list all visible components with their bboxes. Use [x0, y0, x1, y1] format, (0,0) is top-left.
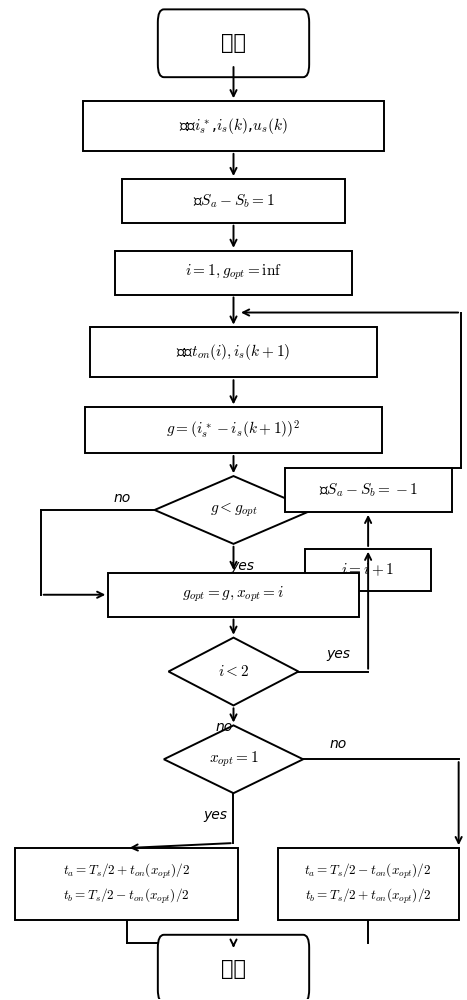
Bar — [277, 848, 459, 920]
Text: 令$S_a-S_b=1$: 令$S_a-S_b=1$ — [192, 192, 275, 210]
Text: $g<g_{opt}$: $g<g_{opt}$ — [210, 501, 257, 519]
Text: no: no — [329, 737, 347, 751]
Text: yes: yes — [231, 559, 255, 573]
FancyBboxPatch shape — [158, 9, 309, 77]
Polygon shape — [155, 476, 312, 544]
Text: yes: yes — [326, 647, 350, 661]
Polygon shape — [169, 638, 298, 705]
FancyBboxPatch shape — [158, 935, 309, 1000]
Bar — [305, 549, 431, 591]
Text: $i<2$: $i<2$ — [218, 664, 249, 679]
Text: $t_a=T_s/2+t_{on}(x_{opt})/2$
$t_b=T_s/2-t_{on}(x_{opt})/2$: $t_a=T_s/2+t_{on}(x_{opt})/2$ $t_b=T_s/2… — [63, 862, 191, 906]
Text: 计算$t_{on}(i),i_s(k+1)$: 计算$t_{on}(i),i_s(k+1)$ — [177, 342, 290, 362]
Text: no: no — [113, 491, 131, 505]
Bar — [85, 407, 382, 453]
Text: 结束: 结束 — [221, 959, 246, 979]
Text: $g_{opt}=g,x_{opt}=i$: $g_{opt}=g,x_{opt}=i$ — [183, 585, 284, 604]
Text: $g=\left(i_s^*-i_s(k+1)\right)^2$: $g=\left(i_s^*-i_s(k+1)\right)^2$ — [166, 419, 301, 441]
Text: $i=1,g_{opt}=\mathrm{inf}$: $i=1,g_{opt}=\mathrm{inf}$ — [185, 263, 282, 282]
Text: $t_a=T_s/2-t_{on}(x_{opt})/2$
$t_b=T_s/2+t_{on}(x_{opt})/2$: $t_a=T_s/2-t_{on}(x_{opt})/2$ $t_b=T_s/2… — [304, 862, 432, 906]
Bar — [15, 848, 238, 920]
Bar — [115, 251, 352, 295]
Text: no: no — [216, 720, 233, 734]
Bar — [122, 179, 345, 223]
Text: 令$S_a-S_b=-1$: 令$S_a-S_b=-1$ — [318, 481, 417, 499]
Text: yes: yes — [203, 808, 227, 822]
Text: $i=i+1$: $i=i+1$ — [341, 561, 395, 578]
Text: $x_{opt}=1$: $x_{opt}=1$ — [209, 750, 258, 769]
Bar — [108, 573, 359, 617]
Polygon shape — [164, 725, 303, 793]
Bar — [284, 468, 452, 512]
Text: 开始: 开始 — [221, 33, 246, 53]
Text: 计算$i_s^*$,$i_s(k)$,$u_s(k)$: 计算$i_s^*$,$i_s(k)$,$u_s(k)$ — [179, 116, 288, 136]
Bar — [90, 327, 377, 377]
Bar — [83, 101, 384, 151]
